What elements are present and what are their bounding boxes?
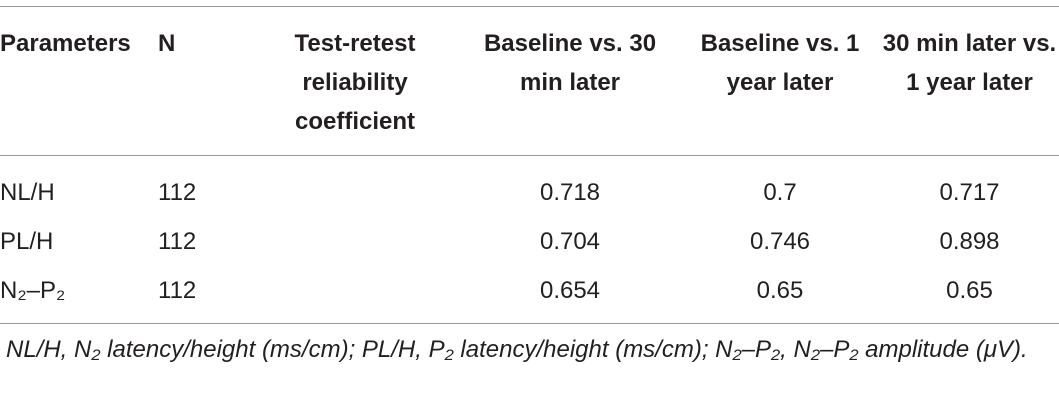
table-cell: 112 [158, 227, 197, 255]
column-header: Test-retest reliability coefficient [294, 30, 416, 135]
column-header: Baseline vs. 30 min later [483, 30, 657, 96]
table-cell: 0.65 [946, 276, 993, 304]
column-header: Parameters [0, 30, 131, 57]
empty-cell [250, 217, 460, 266]
table-cell: 0.65 [756, 276, 804, 304]
column-header: 30 min later vs. 1 year later [882, 30, 1057, 96]
column-header: Baseline vs. 1 year later [700, 30, 860, 96]
table-cell: PL/H [0, 227, 54, 255]
table-cell: 112 [158, 276, 197, 304]
header-row: Parameters N Test-retest reliability coeff… [0, 6, 1059, 156]
table-cell: 0.717 [939, 178, 1000, 206]
table-cell: 0.654 [539, 276, 601, 304]
table-cell: 0.898 [939, 227, 1000, 255]
table-cell: 0.704 [539, 227, 601, 255]
table-row: N₂–P₂ 112 0.654 0.65 0.65 [0, 266, 1059, 324]
table: Parameters N Test-retest reliability coeff… [0, 6, 1059, 324]
table-header: Parameters N Test-retest reliability coeff… [0, 6, 1059, 156]
column-header: N [158, 30, 176, 57]
table-row: PL/H 112 0.704 0.746 0.898 [0, 217, 1059, 266]
empty-cell [250, 266, 460, 324]
table-cell: 112 [158, 178, 197, 206]
table-cell: NL/H [0, 178, 55, 206]
table-cell: N₂–P₂ [0, 276, 66, 304]
table-cell: 0.746 [749, 227, 811, 255]
table-cell: 0.718 [539, 178, 601, 206]
table-body: NL/H 112 0.718 0.7 0.717 PL/H 112 0.704 0.746 0.8… [0, 156, 1059, 324]
table-cell: 0.7 [763, 178, 797, 206]
table-row: NL/H 112 0.718 0.7 0.717 [0, 156, 1059, 218]
footnote: NL/H, N₂ latency/height (ms/cm); PL/H, P… [6, 336, 1028, 363]
empty-cell [250, 156, 460, 218]
